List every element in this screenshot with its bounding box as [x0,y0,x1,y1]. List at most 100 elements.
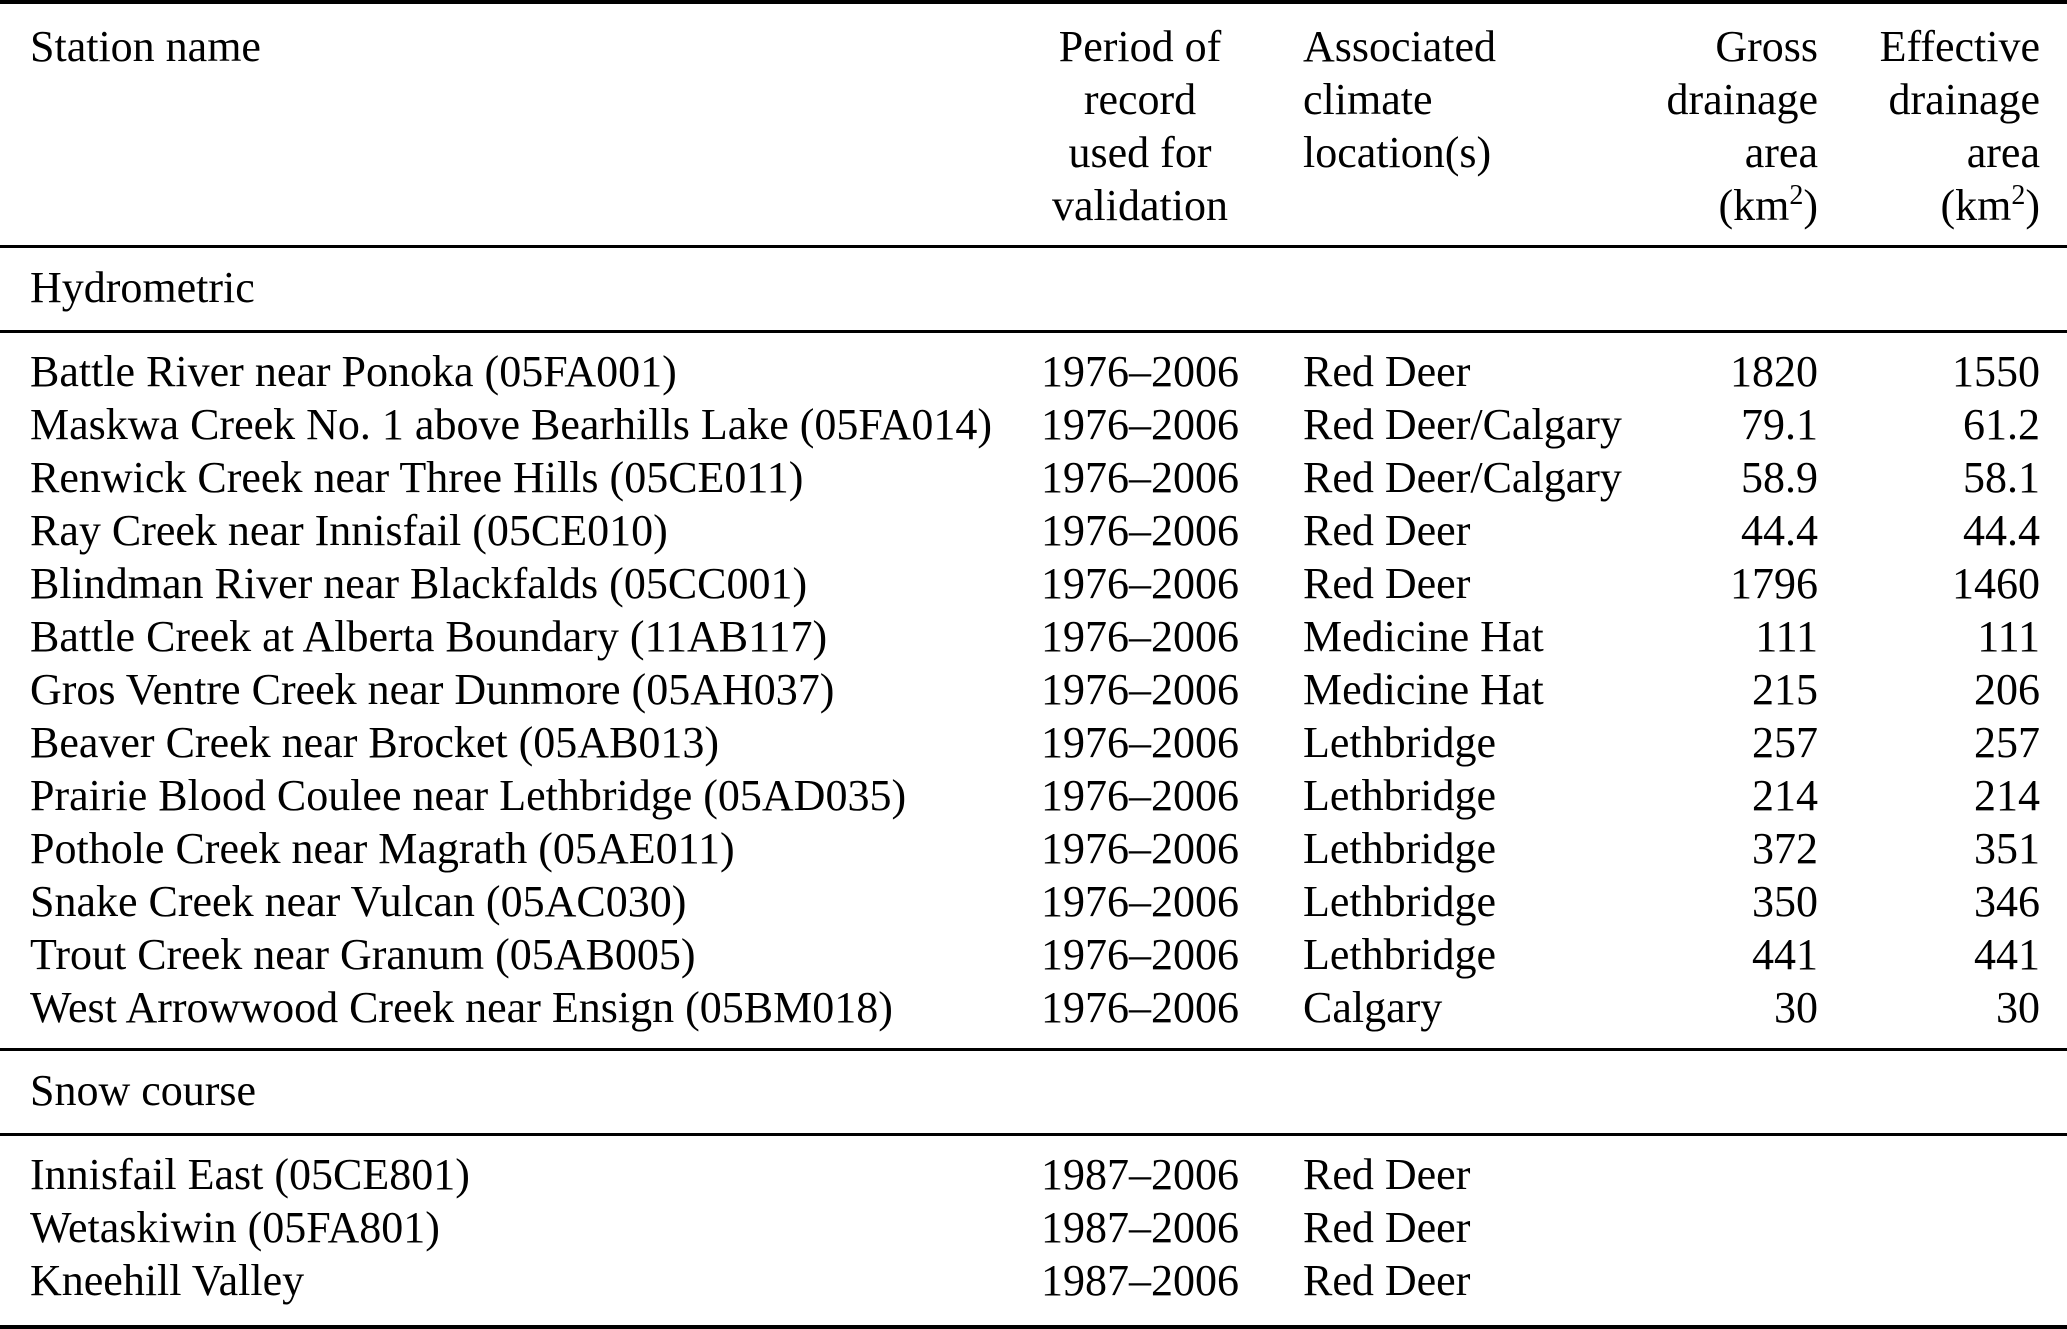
climate-location-cell: Lethbridge [1303,718,1497,767]
effective-drainage-area-cell: 257 [1974,718,2040,767]
gross-drainage-area-cell: 350 [1752,877,1818,926]
gross-drainage-area-cell: 111 [1755,612,1818,661]
effective-drainage-area-cell: 1550 [1952,347,2040,396]
effective-drainage-area-cell [1818,1201,2067,1254]
section-title-row: Hydrometric [0,246,2067,332]
period-of-record-cell: 1976–2006 [1041,559,1239,608]
climate-location-cell: Red Deer [1303,1150,1471,1199]
climate-location-cell: Lethbridge [1303,771,1497,820]
snow-course-rows: Innisfail East (05CE801) 1987–2006 Red Dee… [0,1135,2067,1328]
header-line: Station name [30,22,261,71]
table-row: West Arrowwood Creek near Ensign (05BM01… [0,981,2067,1050]
gross-drainage-area-cell: 30 [1774,983,1818,1032]
effective-drainage-area-cell: 346 [1974,877,2040,926]
header-unit-line: (km2) [1648,179,1818,232]
gross-drainage-area-cell: 372 [1752,824,1818,873]
header-line: area [1744,128,1818,177]
effective-drainage-area-cell: 1460 [1952,559,2040,608]
station-name-cell: Maskwa Creek No. 1 above Bearhills Lake … [30,400,993,449]
header-line: record [1083,75,1197,124]
station-name-cell: Wetaskiwin (05FA801) [30,1203,440,1252]
header-line: location(s) [1303,128,1492,177]
gross-drainage-area-cell: 257 [1752,718,1818,767]
table-row: Pothole Creek near Magrath (05AE011) 1976… [0,822,2067,875]
unit-text: (km [1718,181,1790,230]
table-header: Station name Period of record used for v… [0,2,2067,247]
column-header-climate-location: Associated climate location(s) [1260,2,1648,247]
gross-drainage-area-cell: 1796 [1730,559,1818,608]
climate-location-cell: Medicine Hat [1303,612,1544,661]
gross-drainage-area-cell: 1820 [1730,347,1818,396]
table-row: Blindman River near Blackfalds (05CC001)… [0,557,2067,610]
table-row: Trout Creek near Granum (05AB005) 1976–20… [0,928,2067,981]
period-of-record-cell: 1976–2006 [1041,771,1239,820]
header-line: drainage [1666,75,1818,124]
header-line: Period of [1058,22,1222,71]
climate-location-cell: Red Deer [1303,1256,1471,1305]
header-line: climate [1303,75,1433,124]
station-name-cell: Trout Creek near Granum (05AB005) [30,930,696,979]
table-row: Wetaskiwin (05FA801) 1987–2006 Red Deer [0,1201,2067,1254]
column-header-station-name: Station name [0,2,1020,247]
period-of-record-cell: 1976–2006 [1041,612,1239,661]
table-row: Maskwa Creek No. 1 above Bearhills Lake … [0,398,2067,451]
climate-location-cell: Medicine Hat [1303,665,1544,714]
period-of-record-cell: 1976–2006 [1041,930,1239,979]
station-name-cell: Beaver Creek near Brocket (05AB013) [30,718,720,767]
header-line: area [1966,128,2040,177]
table-row: Gros Ventre Creek near Dunmore (05AH037)… [0,663,2067,716]
period-of-record-cell: 1976–2006 [1041,347,1239,396]
table-row: Battle Creek at Alberta Boundary (11AB11… [0,610,2067,663]
climate-location-cell: Red Deer [1303,347,1471,396]
effective-drainage-area-cell: 351 [1974,824,2040,873]
climate-location-cell: Lethbridge [1303,930,1497,979]
column-header-effective-drainage-area: Effective drainage area (km2) [1818,2,2067,247]
gross-drainage-area-cell: 79.1 [1741,400,1818,449]
climate-location-cell: Red Deer [1303,506,1471,555]
table-row: Battle River near Ponoka (05FA001) 1976–2… [0,332,2067,399]
climate-location-cell: Calgary [1303,983,1443,1032]
header-line: used for [1068,128,1212,177]
header-row: Station name Period of record used for v… [0,2,2067,247]
column-header-period-of-record: Period of record used for validation [1020,2,1260,247]
effective-drainage-area-cell: 58.1 [1963,453,2040,502]
climate-location-cell: Lethbridge [1303,824,1497,873]
climate-location-cell: Lethbridge [1303,877,1497,926]
station-name-cell: Battle Creek at Alberta Boundary (11AB11… [30,612,828,661]
unit-text: ) [2025,181,2040,230]
station-name-cell: West Arrowwood Creek near Ensign (05BM01… [30,983,893,1032]
period-of-record-cell: 1987–2006 [1041,1150,1239,1199]
station-name-cell: Battle River near Ponoka (05FA001) [30,347,677,396]
header-line: Gross [1715,22,1818,71]
climate-location-cell: Red Deer [1303,1203,1471,1252]
unit-superscript: 2 [2011,180,2026,211]
gross-drainage-area-cell [1648,1201,1818,1254]
period-of-record-cell: 1976–2006 [1041,665,1239,714]
station-name-cell: Blindman River near Blackfalds (05CC001) [30,559,808,608]
station-name-cell: Ray Creek near Innisfail (05CE010) [30,506,668,555]
gross-drainage-area-cell [1648,1254,1818,1327]
effective-drainage-area-cell: 61.2 [1963,400,2040,449]
effective-drainage-area-cell: 44.4 [1963,506,2040,555]
table-row: Snake Creek near Vulcan (05AC030) 1976–20… [0,875,2067,928]
effective-drainage-area-cell: 214 [1974,771,2040,820]
gross-drainage-area-cell: 215 [1752,665,1818,714]
period-of-record-cell: 1976–2006 [1041,506,1239,555]
gross-drainage-area-cell [1648,1135,1818,1202]
period-of-record-cell: 1976–2006 [1041,718,1239,767]
climate-location-cell: Red Deer/Calgary [1303,453,1622,502]
effective-drainage-area-cell: 206 [1974,665,2040,714]
period-of-record-cell: 1976–2006 [1041,400,1239,449]
effective-drainage-area-cell [1818,1135,2067,1202]
period-of-record-cell: 1987–2006 [1041,1203,1239,1252]
station-name-cell: Snake Creek near Vulcan (05AC030) [30,877,687,926]
unit-text: (km [1940,181,2012,230]
gross-drainage-area-cell: 58.9 [1741,453,1818,502]
period-of-record-cell: 1976–2006 [1041,453,1239,502]
period-of-record-cell: 1976–2006 [1041,983,1239,1032]
effective-drainage-area-cell: 30 [1996,983,2040,1032]
station-name-cell: Prairie Blood Coulee near Lethbridge (05… [30,771,907,820]
gross-drainage-area-cell: 441 [1752,930,1818,979]
table-row: Beaver Creek near Brocket (05AB013) 1976–… [0,716,2067,769]
